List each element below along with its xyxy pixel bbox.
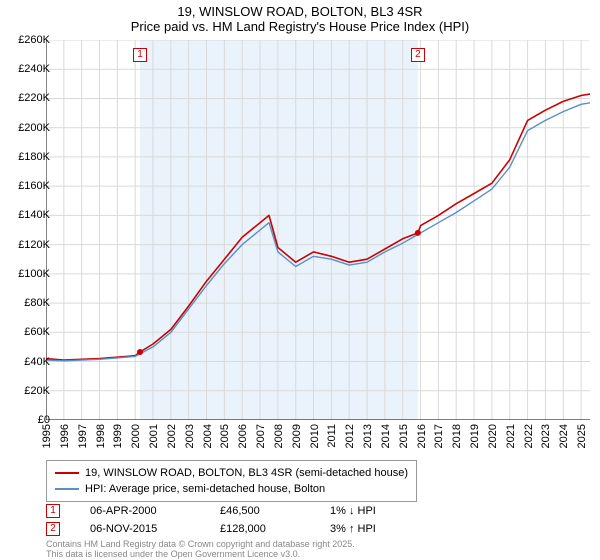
y-tick-label: £20K: [6, 385, 50, 397]
x-tick-label: 2001: [148, 424, 160, 448]
x-tick-label: 2011: [326, 424, 338, 448]
x-tick-label: 2025: [576, 424, 588, 448]
x-tick-label: 2021: [505, 424, 517, 448]
y-tick-label: £240K: [6, 63, 50, 75]
transaction-marker: 1: [46, 504, 60, 518]
legend-label: HPI: Average price, semi-detached house,…: [85, 483, 325, 495]
title-block: 19, WINSLOW ROAD, BOLTON, BL3 4SR Price …: [0, 0, 600, 36]
x-tick-label: 2023: [540, 424, 552, 448]
x-tick-label: 2019: [469, 424, 481, 448]
transaction-marker: 2: [46, 522, 60, 536]
transaction-date: 06-APR-2000: [90, 505, 190, 517]
y-tick-label: £40K: [6, 356, 50, 368]
x-tick-label: 2000: [130, 424, 142, 448]
title-subtitle: Price paid vs. HM Land Registry's House …: [0, 19, 600, 34]
x-tick-label: 2006: [237, 424, 249, 448]
transaction-row: 2 06-NOV-2015 £128,000 3% ↑ HPI: [46, 520, 376, 538]
x-tick-label: 2015: [398, 424, 410, 448]
transaction-rows: 1 06-APR-2000 £46,500 1% ↓ HPI 2 06-NOV-2015 £…: [46, 502, 376, 538]
legend-item: HPI: Average price, semi-detached house,…: [55, 481, 408, 497]
y-tick-label: £260K: [6, 34, 50, 46]
transaction-row: 1 06-APR-2000 £46,500 1% ↓ HPI: [46, 502, 376, 520]
chart-marker-2: 2: [411, 48, 425, 62]
x-tick-label: 2009: [291, 424, 303, 448]
x-tick-label: 2022: [523, 424, 535, 448]
y-tick-label: £80K: [6, 297, 50, 309]
transaction-pct: 1% ↓ HPI: [330, 505, 376, 517]
legend-box: 19, WINSLOW ROAD, BOLTON, BL3 4SR (semi-…: [46, 460, 417, 502]
y-tick-label: £120K: [6, 239, 50, 251]
footer-line2: This data is licensed under the Open Gov…: [46, 550, 355, 560]
x-tick-label: 1997: [77, 424, 89, 448]
x-tick-label: 2007: [255, 424, 267, 448]
chart-marker-1: 1: [133, 48, 147, 62]
x-tick-label: 2010: [309, 424, 321, 448]
transaction-price: £128,000: [220, 523, 300, 535]
legend-item: 19, WINSLOW ROAD, BOLTON, BL3 4SR (semi-…: [55, 465, 408, 481]
transaction-date: 06-NOV-2015: [90, 523, 190, 535]
y-tick-label: £160K: [6, 180, 50, 192]
transaction-price: £46,500: [220, 505, 300, 517]
x-tick-label: 1998: [95, 424, 107, 448]
x-tick-label: 2008: [273, 424, 285, 448]
x-tick-label: 2002: [166, 424, 178, 448]
y-tick-label: £220K: [6, 92, 50, 104]
x-tick-label: 2005: [219, 424, 231, 448]
y-tick-label: £180K: [6, 151, 50, 163]
title-address: 19, WINSLOW ROAD, BOLTON, BL3 4SR: [0, 4, 600, 19]
legend-swatch: [55, 488, 79, 490]
x-tick-label: 2017: [433, 424, 445, 448]
y-tick-label: £200K: [6, 122, 50, 134]
chart-area: [46, 40, 590, 420]
y-tick-label: £140K: [6, 209, 50, 221]
x-tick-label: 2004: [202, 424, 214, 448]
x-tick-label: 2012: [344, 424, 356, 448]
x-tick-label: 1996: [59, 424, 71, 448]
y-tick-label: £100K: [6, 268, 50, 280]
x-tick-label: 2013: [362, 424, 374, 448]
line-chart: [46, 40, 590, 420]
x-tick-label: 2018: [451, 424, 463, 448]
x-tick-label: 2003: [184, 424, 196, 448]
legend-swatch: [55, 472, 79, 474]
legend-label: 19, WINSLOW ROAD, BOLTON, BL3 4SR (semi-…: [85, 467, 408, 479]
x-tick-label: 1999: [112, 424, 124, 448]
chart-container: 19, WINSLOW ROAD, BOLTON, BL3 4SR Price …: [0, 0, 600, 560]
x-tick-label: 2014: [380, 424, 392, 448]
transaction-pct: 3% ↑ HPI: [330, 523, 376, 535]
y-tick-label: £60K: [6, 326, 50, 338]
footer-attribution: Contains HM Land Registry data © Crown c…: [46, 540, 355, 560]
x-tick-label: 2024: [558, 424, 570, 448]
x-tick-label: 2016: [416, 424, 428, 448]
x-tick-label: 2020: [487, 424, 499, 448]
x-tick-label: 1995: [41, 424, 53, 448]
